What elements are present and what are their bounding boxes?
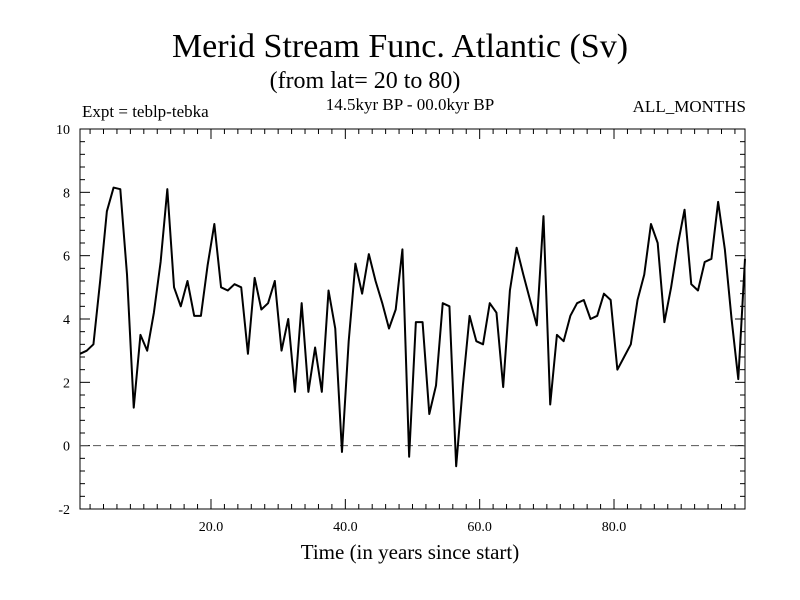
x-tick-label: 60.0 xyxy=(467,520,492,535)
axis-ticks xyxy=(80,129,745,509)
y-tick-label: 2 xyxy=(63,376,70,391)
y-tick-label: -2 xyxy=(58,503,70,518)
axis-tick-labels: 20.0 40.0 60.0 80.0 -2 0 2 4 6 8 10 xyxy=(56,123,626,535)
x-tick-label: 80.0 xyxy=(602,520,627,535)
x-axis-title: Time (in years since start) xyxy=(300,540,520,564)
data-series-line xyxy=(79,186,746,468)
y-tick-label: 0 xyxy=(63,440,70,455)
chart-subtitle: (from lat= 20 to 80) xyxy=(269,68,461,94)
period-label: 14.5kyr BP - 00.0kyr BP xyxy=(325,95,495,114)
y-tick-label: 4 xyxy=(63,313,70,328)
y-tick-label: 6 xyxy=(63,250,70,265)
chart-title: Merid Stream Func. Atlantic (Sv) xyxy=(171,28,629,65)
experiment-label: Expt = teblp-tebka xyxy=(82,102,209,121)
y-tick-label: 8 xyxy=(63,186,70,201)
x-tick-label: 40.0 xyxy=(333,520,358,535)
x-tick-label: 20.0 xyxy=(199,520,224,535)
plot-frame xyxy=(79,128,746,510)
y-tick-label: 10 xyxy=(56,123,70,138)
months-label: ALL_MONTHS xyxy=(632,97,746,116)
